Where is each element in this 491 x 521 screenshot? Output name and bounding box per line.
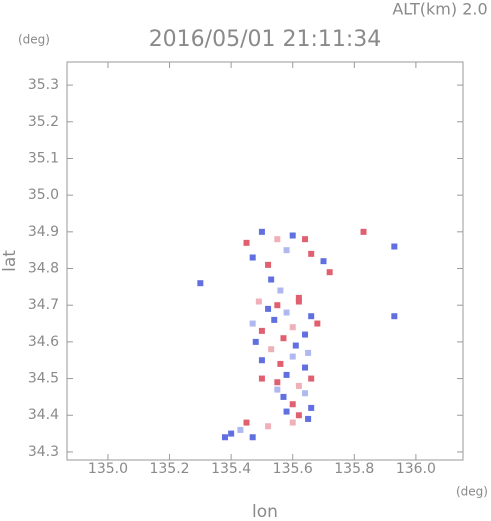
point <box>295 412 302 419</box>
point <box>295 294 302 301</box>
x-tick-label: 135.6 <box>273 461 313 477</box>
y-tick-label: 34.9 <box>28 224 59 240</box>
point <box>302 364 309 371</box>
point <box>391 313 398 320</box>
y-tick-label: 35.1 <box>28 150 59 166</box>
point <box>265 423 272 430</box>
point <box>237 426 244 433</box>
y-tick-label: 35.0 <box>28 187 59 203</box>
point <box>308 375 315 382</box>
point <box>274 236 281 243</box>
subtitle: ALT(km) 2.0 <box>392 0 487 19</box>
point <box>258 357 265 364</box>
point <box>283 408 290 415</box>
point <box>295 298 302 305</box>
y-tick-label: 34.5 <box>28 371 59 387</box>
point <box>258 375 265 382</box>
y-tick-label: 34.3 <box>28 444 59 460</box>
x-tick-label: 136.0 <box>396 461 436 477</box>
point <box>308 404 315 411</box>
point <box>320 258 327 265</box>
y-axis-label: lat <box>0 250 20 272</box>
point <box>302 390 309 397</box>
point <box>283 371 290 378</box>
point <box>274 302 281 309</box>
point <box>249 254 256 261</box>
point <box>268 276 275 283</box>
point <box>265 305 272 312</box>
point <box>280 335 287 342</box>
point <box>289 353 296 360</box>
point <box>391 243 398 250</box>
point <box>197 280 204 287</box>
point <box>308 313 315 320</box>
x-tick-label: 135.2 <box>149 461 189 477</box>
point <box>289 401 296 408</box>
x-tick-label: 135.4 <box>211 461 251 477</box>
y-tick-label: 34.8 <box>28 261 59 277</box>
point <box>274 386 281 393</box>
point <box>360 228 367 235</box>
point <box>249 434 256 441</box>
point <box>228 430 235 437</box>
point <box>258 228 265 235</box>
point <box>255 298 262 305</box>
point <box>243 419 250 426</box>
point <box>295 382 302 389</box>
point <box>292 342 299 349</box>
y-unit: (deg) <box>18 33 50 47</box>
point <box>326 269 333 276</box>
point <box>258 327 265 334</box>
x-tick-label: 135.0 <box>88 461 128 477</box>
point <box>308 250 315 257</box>
y-tick-label: 34.7 <box>28 297 59 313</box>
point <box>249 320 256 327</box>
y-tick-label: 34.6 <box>28 334 59 350</box>
point <box>289 324 296 331</box>
point <box>268 346 275 353</box>
point <box>283 309 290 316</box>
y-tick-label: 35.3 <box>28 77 59 93</box>
x-unit: (deg) <box>456 485 488 499</box>
point <box>289 232 296 239</box>
point <box>265 261 272 268</box>
point <box>314 320 321 327</box>
point <box>283 247 290 254</box>
point <box>243 239 250 246</box>
point <box>252 338 259 345</box>
plot-frame <box>66 61 464 461</box>
point <box>289 419 296 426</box>
y-tick-label: 35.2 <box>28 114 59 130</box>
point <box>271 316 278 323</box>
point <box>221 434 228 441</box>
point <box>302 236 309 243</box>
point <box>280 393 287 400</box>
point <box>305 349 312 356</box>
x-axis-label: lon <box>252 502 278 521</box>
point <box>302 331 309 338</box>
x-tick-label: 135.8 <box>334 461 374 477</box>
point <box>305 415 312 422</box>
point <box>277 360 284 367</box>
point <box>277 287 284 294</box>
point <box>274 379 281 386</box>
chart-title: 2016/05/01 21:11:34 <box>149 27 382 52</box>
y-tick-label: 34.4 <box>28 407 59 423</box>
